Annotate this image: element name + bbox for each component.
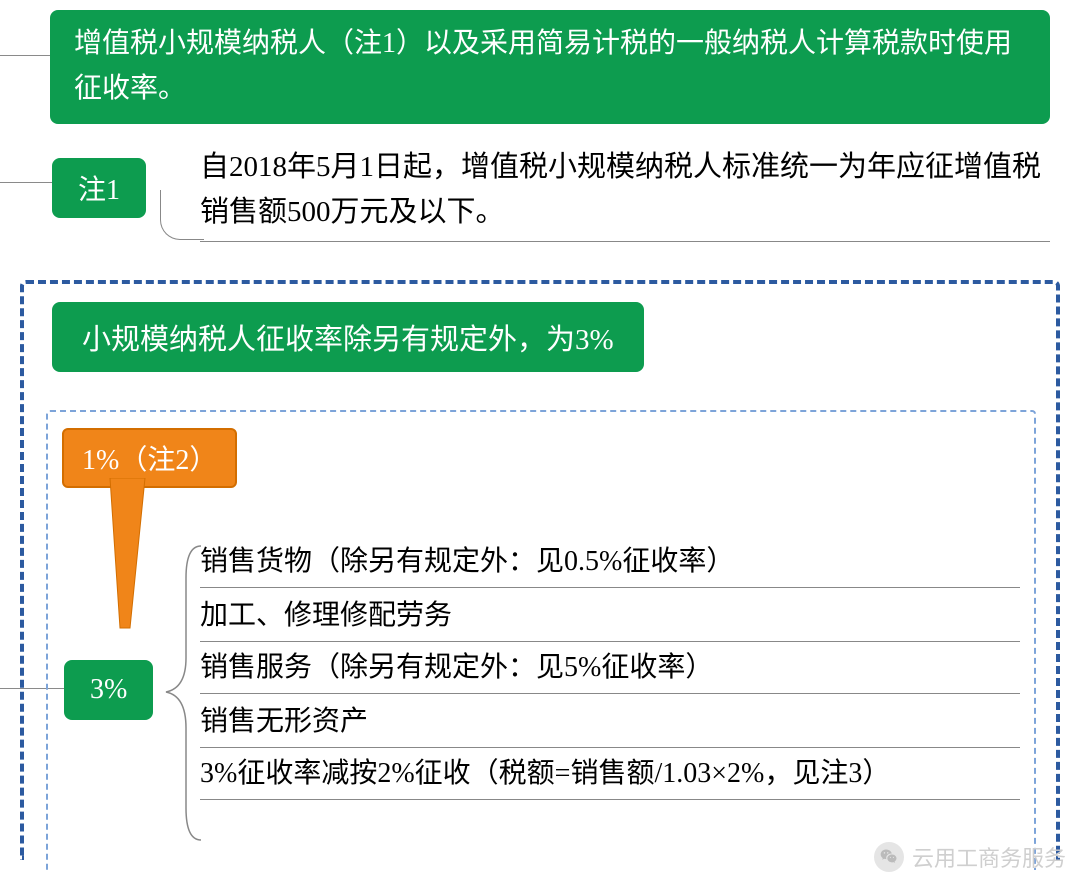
list-item: 销售货物（除另有规定外：见0.5%征收率） [200,538,1020,588]
item-text: 销售服务（除另有规定外：见5%征收率） [200,652,713,683]
note1-text: 自2018年5月1日起，增值税小规模纳税人标准统一为年应征增值税销售额500万元… [200,145,1050,242]
orange-callout-text: 1%（注2） [82,445,217,476]
rate-3pct-badge: 3% [64,660,153,720]
wechat-icon [874,842,904,872]
item-text: 加工、修理修配劳务 [200,600,452,631]
note1-text-content: 自2018年5月1日起，增值税小规模纳税人标准统一为年应征增值税销售额500万元… [200,151,1041,228]
note1-tag-label: 注1 [78,175,120,206]
rate-3pct-label: 3% [90,674,127,705]
brace-icon [156,538,206,848]
list-item: 销售无形资产 [200,698,1020,748]
list-item: 3%征收率减按2%征收（税额=销售额/1.03×2%，见注3） [200,750,1020,800]
section-title-text: 小规模纳税人征收率除另有规定外，为3% [82,324,614,356]
item-text: 销售货物（除另有规定外：见0.5%征收率） [200,546,734,577]
item-text: 销售无形资产 [200,706,368,737]
note1-connector [160,190,204,240]
list-item: 加工、修理修配劳务 [200,592,1020,642]
watermark: 云用工商务服务 [874,841,1066,873]
note1-tag: 注1 [52,158,146,218]
header-text: 增值税小规模纳税人（注1）以及采用简易计税的一般纳税人计算税款时使用征收率。 [74,28,1012,104]
watermark-text: 云用工商务服务 [912,841,1066,873]
section-title-box: 小规模纳税人征收率除另有规定外，为3% [52,302,644,372]
connector-line [0,55,50,56]
connector-line [0,182,52,183]
list-item: 销售服务（除另有规定外：见5%征收率） [200,644,1020,694]
item-text: 3%征收率减按2%征收（税额=销售额/1.03×2%，见注3） [200,758,890,789]
orange-pointer-icon [90,478,160,678]
header-box: 增值税小规模纳税人（注1）以及采用简易计税的一般纳税人计算税款时使用征收率。 [50,10,1050,124]
